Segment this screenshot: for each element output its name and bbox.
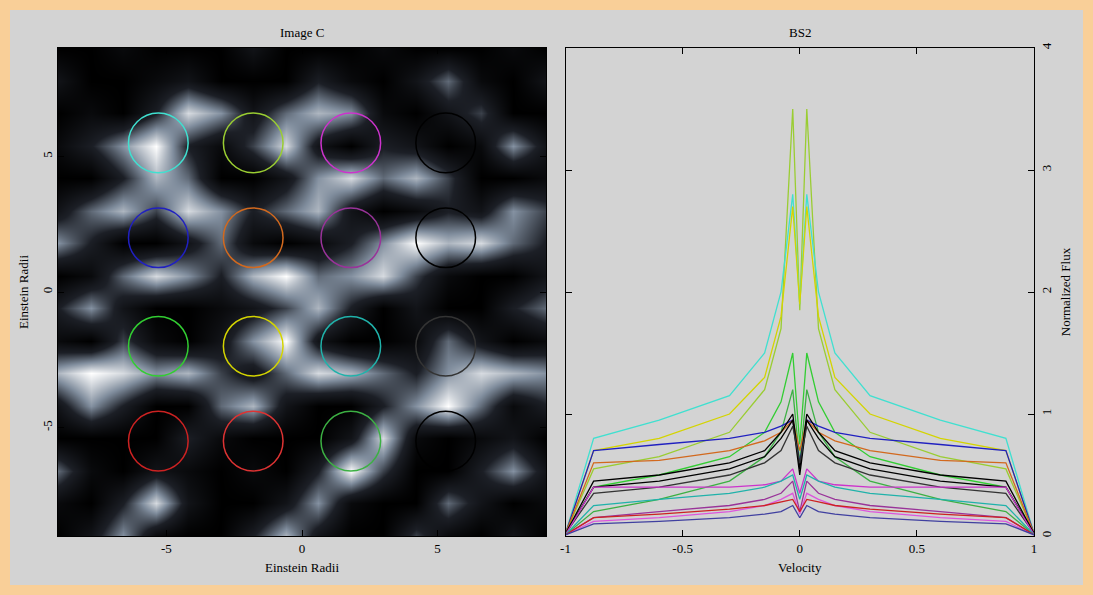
svg-text:0: 0 [40,287,55,294]
svg-text:Einstein Radii: Einstein Radii [265,560,339,575]
svg-text:1: 1 [1031,541,1038,556]
svg-text:-5: -5 [161,541,172,556]
svg-text:Velocity: Velocity [778,560,822,575]
svg-text:BS2: BS2 [789,25,811,40]
svg-text:-5: -5 [40,420,55,431]
svg-text:0: 0 [797,541,804,556]
svg-text:Image C: Image C [280,25,324,40]
svg-text:-1: -1 [560,541,571,556]
svg-text:5: 5 [434,541,441,556]
svg-text:5: 5 [40,151,55,158]
svg-text:4: 4 [1039,42,1054,49]
svg-text:Normalized Flux: Normalized Flux [1058,247,1073,336]
svg-text:-0.5: -0.5 [672,541,693,556]
svg-text:1: 1 [1039,409,1054,416]
svg-text:2: 2 [1039,287,1054,294]
svg-text:0: 0 [1039,531,1054,538]
svg-text:0: 0 [299,541,306,556]
svg-text:Einstein Radii: Einstein Radii [16,255,31,329]
svg-text:0.5: 0.5 [909,541,925,556]
svg-text:3: 3 [1039,165,1054,172]
